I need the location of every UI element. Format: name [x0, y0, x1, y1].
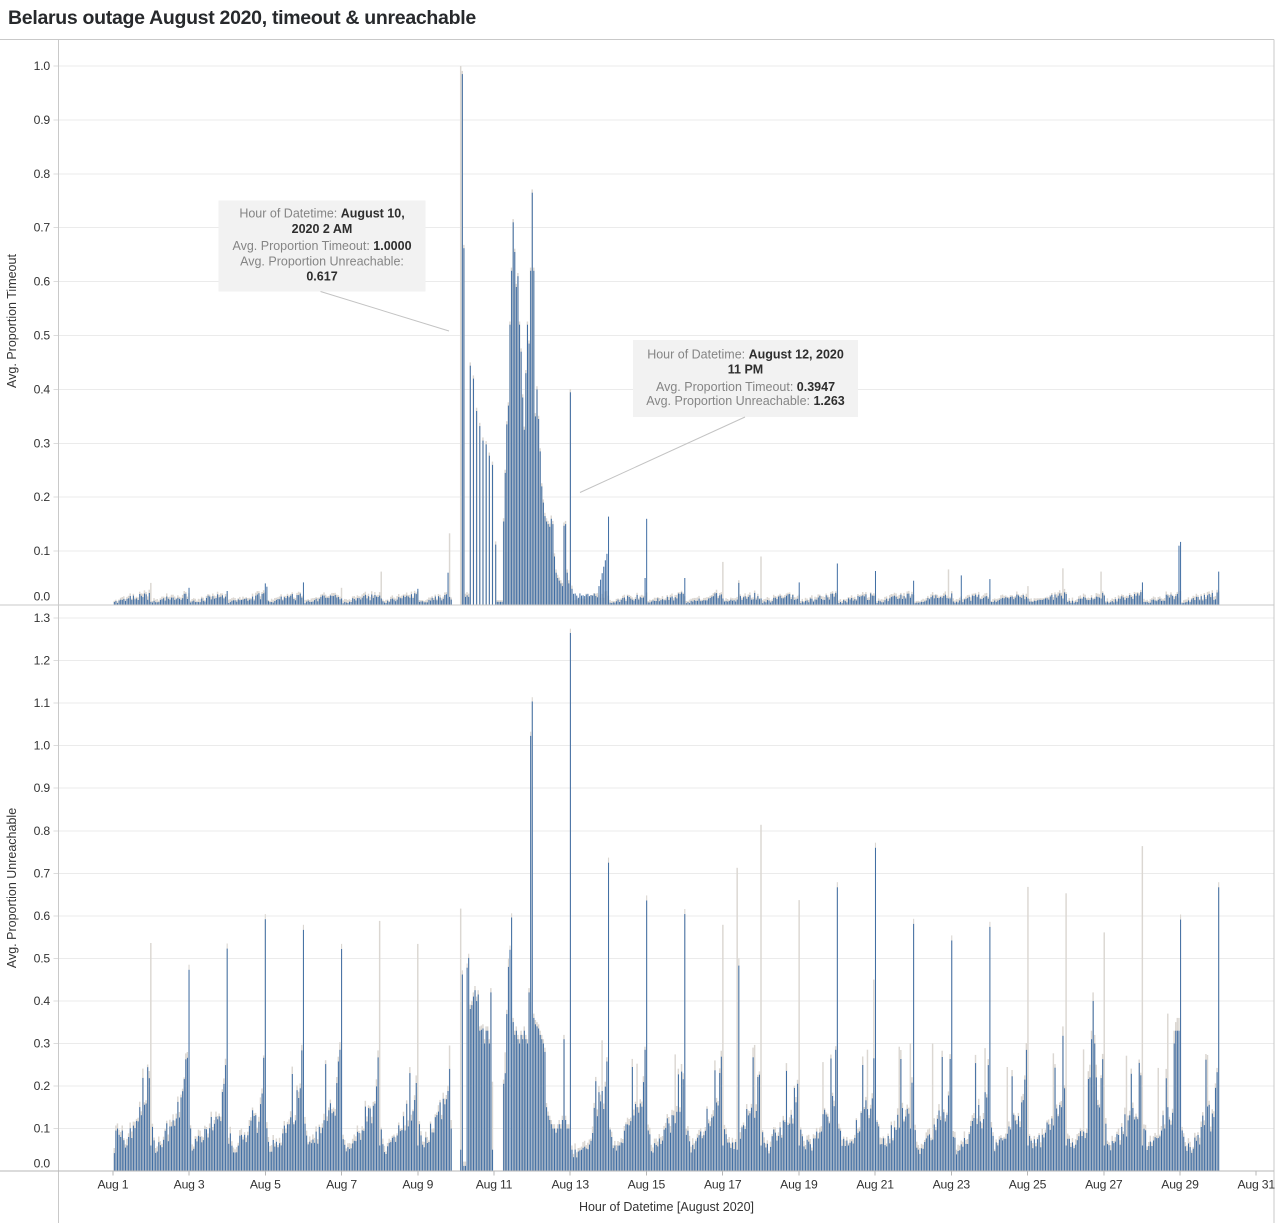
svg-text:0.0: 0.0 — [34, 590, 51, 604]
svg-text:Aug 5: Aug 5 — [250, 1178, 281, 1192]
svg-text:0.0: 0.0 — [34, 1156, 51, 1170]
svg-text:0.4: 0.4 — [34, 994, 51, 1008]
svg-text:11 PM: 11 PM — [728, 363, 763, 377]
svg-text:Aug 15: Aug 15 — [628, 1178, 666, 1192]
svg-text:Aug 13: Aug 13 — [551, 1178, 589, 1192]
svg-text:Aug 9: Aug 9 — [402, 1178, 433, 1192]
svg-text:0.1: 0.1 — [34, 544, 51, 558]
svg-text:0.2: 0.2 — [34, 1079, 51, 1093]
svg-text:Aug 29: Aug 29 — [1161, 1178, 1199, 1192]
svg-text:0.8: 0.8 — [34, 824, 51, 838]
svg-text:Aug 21: Aug 21 — [856, 1178, 894, 1192]
svg-text:0.6: 0.6 — [34, 909, 51, 923]
svg-text:0.9: 0.9 — [34, 113, 51, 127]
svg-text:Avg. Proportion Timeout: Avg. Proportion Timeout — [5, 254, 19, 388]
svg-text:Aug 17: Aug 17 — [704, 1178, 742, 1192]
svg-text:0.1: 0.1 — [34, 1122, 51, 1136]
svg-text:Aug 19: Aug 19 — [780, 1178, 818, 1192]
svg-text:0.617: 0.617 — [306, 270, 337, 284]
svg-text:Aug 11: Aug 11 — [476, 1178, 513, 1192]
svg-text:0.4: 0.4 — [34, 382, 51, 396]
svg-text:1.2: 1.2 — [34, 654, 51, 668]
svg-text:Hour of Datetime: August 10,: Hour of Datetime: August 10, — [239, 207, 404, 221]
svg-text:0.5: 0.5 — [34, 329, 51, 343]
svg-text:Avg. Proportion Unreachable: 1: Avg. Proportion Unreachable: 1.263 — [646, 394, 845, 408]
svg-text:2020 2 AM: 2020 2 AM — [292, 222, 353, 236]
svg-text:Aug 25: Aug 25 — [1009, 1178, 1047, 1192]
svg-text:Aug 23: Aug 23 — [933, 1178, 971, 1192]
svg-text:Hour of Datetime: August 12, 2: Hour of Datetime: August 12, 2020 — [647, 348, 844, 362]
svg-text:Hour of Datetime [August 2020]: Hour of Datetime [August 2020] — [579, 1200, 754, 1214]
svg-text:0.2: 0.2 — [34, 490, 51, 504]
svg-text:Aug 7: Aug 7 — [326, 1178, 357, 1192]
svg-text:Aug 27: Aug 27 — [1085, 1178, 1123, 1192]
svg-text:0.7: 0.7 — [34, 221, 51, 235]
svg-text:Avg. Proportion Unreachable:: Avg. Proportion Unreachable: — [240, 255, 404, 269]
svg-text:Aug 3: Aug 3 — [174, 1178, 205, 1192]
svg-text:0.7: 0.7 — [34, 866, 51, 880]
svg-text:1.0: 1.0 — [34, 59, 51, 73]
svg-text:0.6: 0.6 — [34, 275, 51, 289]
svg-text:1.1: 1.1 — [34, 696, 51, 710]
svg-text:0.8: 0.8 — [34, 167, 51, 181]
svg-text:Avg. Proportion Timeout: 0.394: Avg. Proportion Timeout: 0.3947 — [656, 380, 835, 394]
svg-text:1.0: 1.0 — [34, 739, 51, 753]
svg-text:0.3: 0.3 — [34, 436, 51, 450]
svg-text:0.9: 0.9 — [34, 781, 51, 795]
svg-text:Aug 31: Aug 31 — [1237, 1178, 1275, 1192]
svg-text:0.5: 0.5 — [34, 951, 51, 965]
svg-text:Avg. Proportion Unreachable: Avg. Proportion Unreachable — [5, 808, 19, 968]
svg-text:0.3: 0.3 — [34, 1036, 51, 1050]
svg-text:Aug 1: Aug 1 — [97, 1178, 128, 1192]
svg-text:Avg. Proportion Timeout: 1.000: Avg. Proportion Timeout: 1.0000 — [232, 239, 411, 253]
svg-text:1.3: 1.3 — [34, 611, 51, 625]
